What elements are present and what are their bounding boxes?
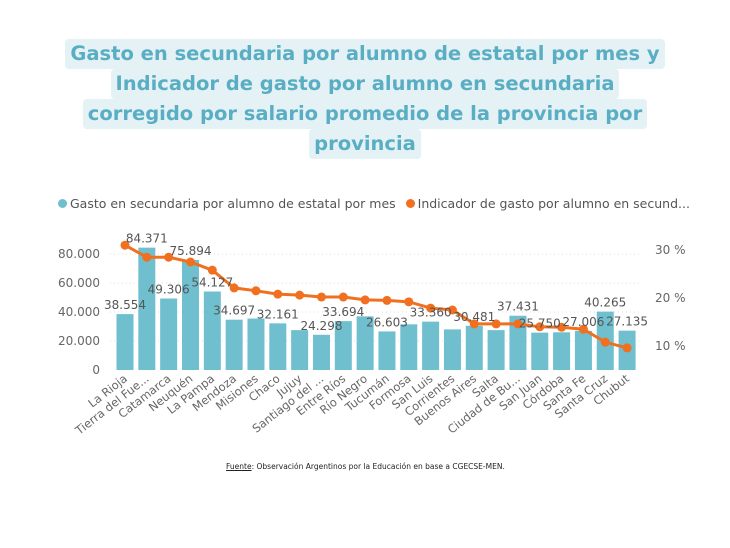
source-note: Fuente: Observación Argentinos por la Ed… [226,462,505,471]
bar [181,259,199,370]
y-left-tick-label: 20.000 [58,334,100,348]
indicator-line [124,243,628,350]
legend-item-indicador[interactable]: Indicador de gasto por alumno en secund.… [405,196,690,211]
y-left-tick-label: 60.000 [58,276,100,290]
y-right-tick-label: 30 % [655,243,686,257]
bar [225,319,243,370]
bar [116,314,134,370]
legend-marker [58,199,67,208]
indicator-point [557,322,567,332]
indicator-point [404,297,414,307]
legend-marker [405,199,415,208]
bar-data-label: 33.694 [322,305,364,319]
y-left-tick-label: 40.000 [58,305,100,319]
indicator-point [142,252,152,262]
indicator-point [316,292,326,302]
bar-data-label: 38.554 [104,298,146,312]
y-right-tick-label: 20 % [655,291,686,305]
legend: Gasto en secundaria por alumno de estata… [58,196,696,211]
indicator-point [164,252,174,262]
bar-data-label: 27.006 [562,315,604,329]
legend-item-gasto[interactable]: Gasto en secundaria por alumno de estata… [58,196,396,211]
indicator-point [229,283,239,293]
legend-label: Gasto en secundaria por alumno de estata… [70,196,396,211]
indicator-point [426,303,436,313]
bar-data-label: 27.135 [606,315,648,329]
source-text: : Observación Argentinos por la Educació… [251,462,505,471]
indicator-point [535,322,545,332]
bar-data-label: 32.161 [257,307,299,321]
indicator-point [622,343,632,353]
indicator-point [295,290,305,300]
bar [531,332,549,370]
bar-data-label: 25.750 [519,317,561,331]
bar-data-label: 75.894 [169,244,211,258]
y-left-tick-label: 0 [92,363,100,377]
bar [443,329,461,370]
bar [487,330,505,370]
indicator-point [120,240,130,250]
legend-label: Indicador de gasto por alumno en secund.… [417,196,690,211]
bar [465,325,483,370]
bar [400,324,418,370]
title-line: provincia [309,129,421,159]
bar-data-label: 26.603 [366,315,408,329]
indicator-point [578,324,588,334]
indicator-point [491,319,501,329]
bar [553,332,571,370]
indicator-point [382,295,392,305]
bar-data-label: 40.265 [584,296,626,310]
bar-data-label: 49.306 [148,283,190,297]
bar-data-label: 30.481 [453,310,495,324]
y-right-tick-label: 10 % [655,339,686,353]
source-label: Fuente [226,462,252,471]
title-line: Indicador de gasto por alumno en secunda… [110,69,620,99]
bar-data-label: 24.298 [300,319,342,333]
y-left-tick-label: 80.000 [58,247,100,261]
bar [509,315,527,370]
chart-title: Gasto en secundaria por alumno de estata… [40,39,690,159]
indicator-point [338,292,348,302]
bar-data-label: 54.127 [191,276,233,290]
indicator-point [513,319,523,329]
bar [422,321,440,370]
indicator-point [600,337,610,347]
bar [160,298,178,370]
bar [138,247,156,370]
bar [356,316,374,370]
indicator-point [447,305,457,315]
indicator-point [207,265,217,275]
title-line: Gasto en secundaria por alumno de estata… [65,39,665,69]
indicator-point [360,295,370,305]
bar-data-label: 37.431 [497,300,539,314]
bar [247,318,265,370]
indicator-point [185,257,195,267]
title-line: corregido por salario promedio de la pro… [82,99,648,129]
bar [269,323,287,370]
indicator-point [273,289,283,299]
bar [312,334,330,370]
bar [378,331,396,370]
bar-data-label: 84.371 [126,232,168,246]
bar [203,291,221,370]
bar-data-label: 33.360 [410,306,452,320]
bar-data-label: 34.697 [213,304,255,318]
indicator-point [469,319,479,329]
indicator-point [251,286,261,296]
bar [574,330,592,370]
bar [334,321,352,370]
bar [291,330,309,370]
